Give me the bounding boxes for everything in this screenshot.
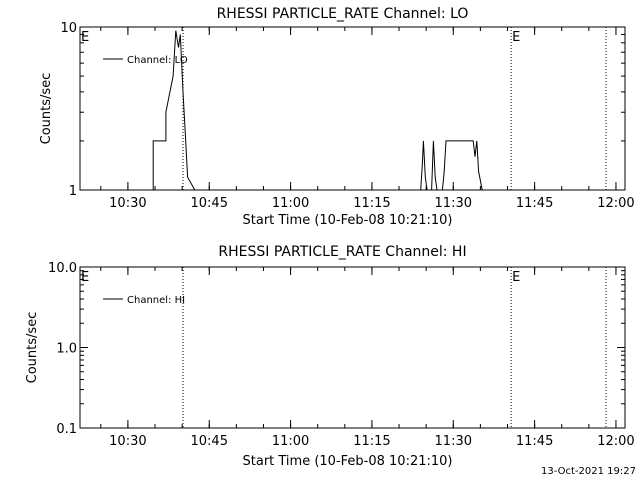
x-tick-label: 11:45 [516, 434, 553, 449]
plot-frame [79, 26, 626, 191]
x-tick-label: 10:45 [191, 196, 228, 211]
chart-title: RHESSI PARTICLE_RATE Channel: HI [218, 244, 466, 260]
legend-label: Channel: HI [127, 295, 185, 306]
legend-label: Channel: LO [127, 55, 188, 66]
panel-hi: RHESSI PARTICLE_RATE Channel: HI 10:30 10:… [25, 244, 635, 469]
x-tick-label: 11:15 [353, 434, 390, 449]
x-tick-label: 10:45 [191, 434, 228, 449]
x-tick-label: 11:30 [435, 434, 472, 449]
y-axis-label: Counts/sec [39, 73, 54, 145]
chart-title: RHESSI PARTICLE_RATE Channel: LO [217, 6, 469, 22]
x-tick-label: 10:30 [109, 196, 146, 211]
x-tick-label: 11:30 [435, 196, 472, 211]
x-tick-label: 10:30 [109, 434, 146, 449]
y-tick-label: 1 [69, 184, 77, 199]
marker-label: E [512, 30, 520, 45]
x-tick-label: 12:00 [597, 196, 634, 211]
x-tick-label: 11:15 [353, 196, 390, 211]
y-tick-label: 1.0 [56, 342, 77, 357]
x-axis-label: Start Time (10-Feb-08 10:21:10) [243, 213, 453, 228]
x-tick-label: 11:00 [272, 196, 309, 211]
footer-timestamp: 13-Oct-2021 19:27 [541, 466, 636, 477]
x-tick-label: 12:00 [597, 434, 634, 449]
x-axis-label: Start Time (10-Feb-08 10:21:10) [243, 454, 453, 469]
x-tick-label: 11:00 [272, 434, 309, 449]
y-tick-label: 10.0 [48, 261, 77, 276]
corner-label: E [81, 270, 89, 285]
y-tick-label: 10 [60, 21, 77, 36]
x-tick-label: 11:45 [516, 196, 553, 211]
corner-label: E [81, 30, 89, 45]
marker-label: E [512, 270, 520, 285]
series-line [152, 30, 483, 191]
plot-frame [79, 266, 626, 429]
y-tick-label: 0.1 [56, 422, 77, 437]
y-axis-label: Counts/sec [25, 312, 40, 384]
panel-lo: RHESSI PARTICLE_RATE Channel: LO 10:30 10:… [39, 6, 635, 228]
